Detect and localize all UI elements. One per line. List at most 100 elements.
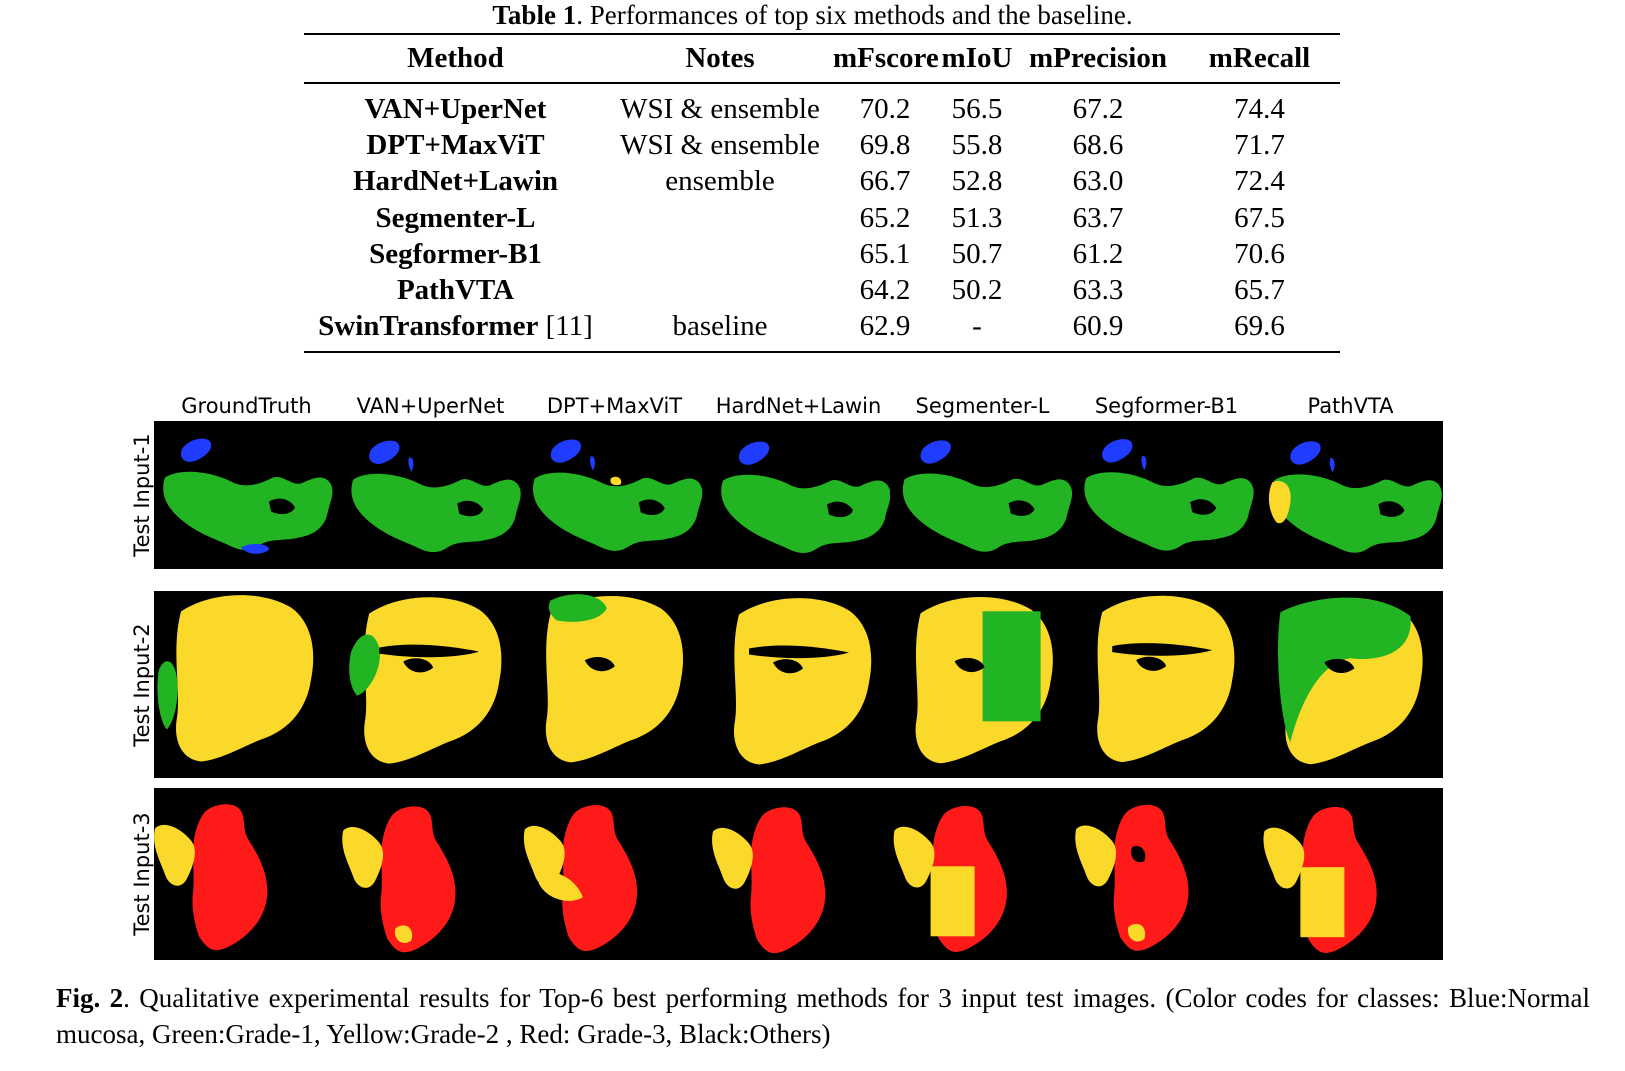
header-mprecision: mPrecision (1029, 42, 1167, 74)
mprecision-cell: 61.2 (1072, 237, 1124, 270)
mfscore-cell: 64.2 (859, 274, 911, 307)
mfscore-cell: 69.8 (859, 129, 911, 162)
class-grade-2-region (1075, 825, 1117, 887)
mfscore-cell: 70.2 (859, 93, 911, 126)
segmentation-map (1074, 591, 1259, 778)
mrecall-cell: 74.4 (1234, 93, 1285, 126)
class-grade-3-region (750, 807, 826, 954)
column-title: Segmenter-L (915, 394, 1050, 418)
class-normal-mucosa-region (1141, 455, 1147, 471)
notes-cell: WSI & ensemble (620, 129, 820, 162)
class-normal-mucosa-region (550, 439, 582, 463)
figure-caption: Fig. 2. Qualitative experimental results… (56, 980, 1590, 1052)
segmentation-map (522, 591, 707, 778)
class-grade-3-region (1113, 804, 1189, 951)
class-grade-2-region (538, 871, 583, 901)
segmentation-map (706, 591, 891, 778)
class-grade-1-region (1278, 597, 1411, 743)
class-grade-2-region (154, 824, 195, 886)
miou-cell: - (972, 310, 982, 343)
class-normal-mucosa-region (1329, 457, 1335, 473)
table-row: Segmenter-L 65.2 51.3 63.7 67.5 (304, 200, 1340, 236)
segmentation-map (154, 421, 339, 569)
table-row: HardNet+Lawin ensemble 66.7 52.8 63.0 72.4 (304, 164, 1340, 200)
class-grade-2-region (893, 826, 935, 888)
class-grade-2-region (364, 597, 502, 764)
table-top-rule (304, 33, 1340, 35)
class-grade-3-region (562, 805, 638, 952)
class-grade-1-region (157, 661, 178, 730)
column-title: Segformer-B1 (1094, 394, 1239, 418)
figure-caption-label: Fig. 2 (56, 983, 124, 1013)
class-others-region (1008, 500, 1035, 516)
segmentation-tile (706, 591, 891, 778)
segmentation-tile (522, 421, 707, 569)
table-row: PathVTA 64.2 50.2 63.3 65.7 (304, 272, 1340, 308)
method-cell: PathVTA (304, 274, 607, 307)
segmentation-tile (890, 421, 1075, 569)
mprecision-cell: 68.6 (1072, 129, 1124, 162)
class-others-region (827, 501, 853, 518)
segmentation-tile (706, 788, 891, 960)
class-others-region (773, 659, 803, 674)
class-others-region (1190, 499, 1217, 515)
class-grade-2-region (545, 596, 684, 763)
class-others-region (638, 499, 665, 516)
class-others-region (403, 658, 434, 673)
segmentation-map (154, 591, 339, 778)
table-caption-label: Table 1 (492, 0, 577, 30)
segmentation-tile (1074, 591, 1259, 778)
mprecision-cell: 60.9 (1072, 310, 1124, 343)
row-label: Test Input-2 (130, 622, 154, 747)
method-cell: Segmenter-L (304, 202, 607, 235)
mprecision-cell: 63.0 (1072, 165, 1124, 198)
mfscore-cell: 66.7 (859, 165, 911, 198)
method-cell: VAN+UperNet (304, 93, 607, 126)
class-others-region (1112, 643, 1213, 656)
header-miou: mIoU (941, 42, 1013, 74)
table-row: VAN+UperNet WSI & ensemble 70.2 56.5 67.2 74.… (304, 92, 1340, 128)
class-others-region (954, 657, 985, 673)
header-notes: Notes (685, 42, 755, 74)
segmentation-tile (890, 591, 1075, 778)
class-grade-2-region (1300, 867, 1345, 938)
class-grade-1-region (548, 594, 607, 622)
class-normal-mucosa-region (408, 457, 414, 472)
row-label: Test Input-3 (130, 812, 154, 936)
table-row: SwinTransformer [11] baseline 62.9 - 60.9 69.… (304, 309, 1340, 345)
class-grade-1-region (163, 471, 333, 550)
miou-cell: 51.3 (951, 201, 1003, 234)
class-normal-mucosa-region (920, 440, 951, 464)
table-bottom-rule (304, 350, 1340, 353)
method-name: HardNet+Lawin (352, 165, 559, 198)
segmentation-tile (706, 421, 891, 569)
miou-cell: 50.2 (951, 274, 1003, 307)
class-normal-mucosa-region (738, 441, 770, 465)
figure-caption-text: . Qualitative experimental results for T… (56, 983, 1590, 1049)
class-grade-2-region (1268, 481, 1291, 524)
header-method: Method (407, 42, 504, 74)
segmentation-tile (522, 788, 707, 960)
class-grade-3-region (380, 806, 456, 953)
class-grade-1-region (721, 474, 891, 553)
method-name: DPT+MaxViT (366, 129, 545, 162)
column-title: VAN+UperNet (356, 394, 505, 418)
class-grade-1-region (1084, 472, 1254, 551)
mprecision-cell: 63.3 (1072, 274, 1124, 307)
segmentation-tile (154, 591, 339, 778)
class-grade-2-region (610, 476, 622, 486)
class-grade-2-region (734, 598, 872, 765)
segmentation-tile (1074, 421, 1259, 569)
table-caption-text: . Performances of top six methods and th… (576, 0, 1133, 30)
notes-cell: ensemble (665, 165, 775, 198)
method-name: Segmenter-L (375, 201, 536, 234)
class-others-region (584, 657, 615, 672)
class-grade-1-region (1272, 474, 1442, 553)
segmentation-tile (154, 788, 339, 960)
class-others-region (1378, 501, 1405, 517)
mrecall-cell: 65.7 (1234, 274, 1285, 307)
class-grade-1-region (351, 473, 521, 553)
mfscore-cell: 62.9 (859, 310, 911, 343)
notes-cell: WSI & ensemble (620, 93, 820, 126)
miou-cell: 56.5 (951, 93, 1003, 126)
